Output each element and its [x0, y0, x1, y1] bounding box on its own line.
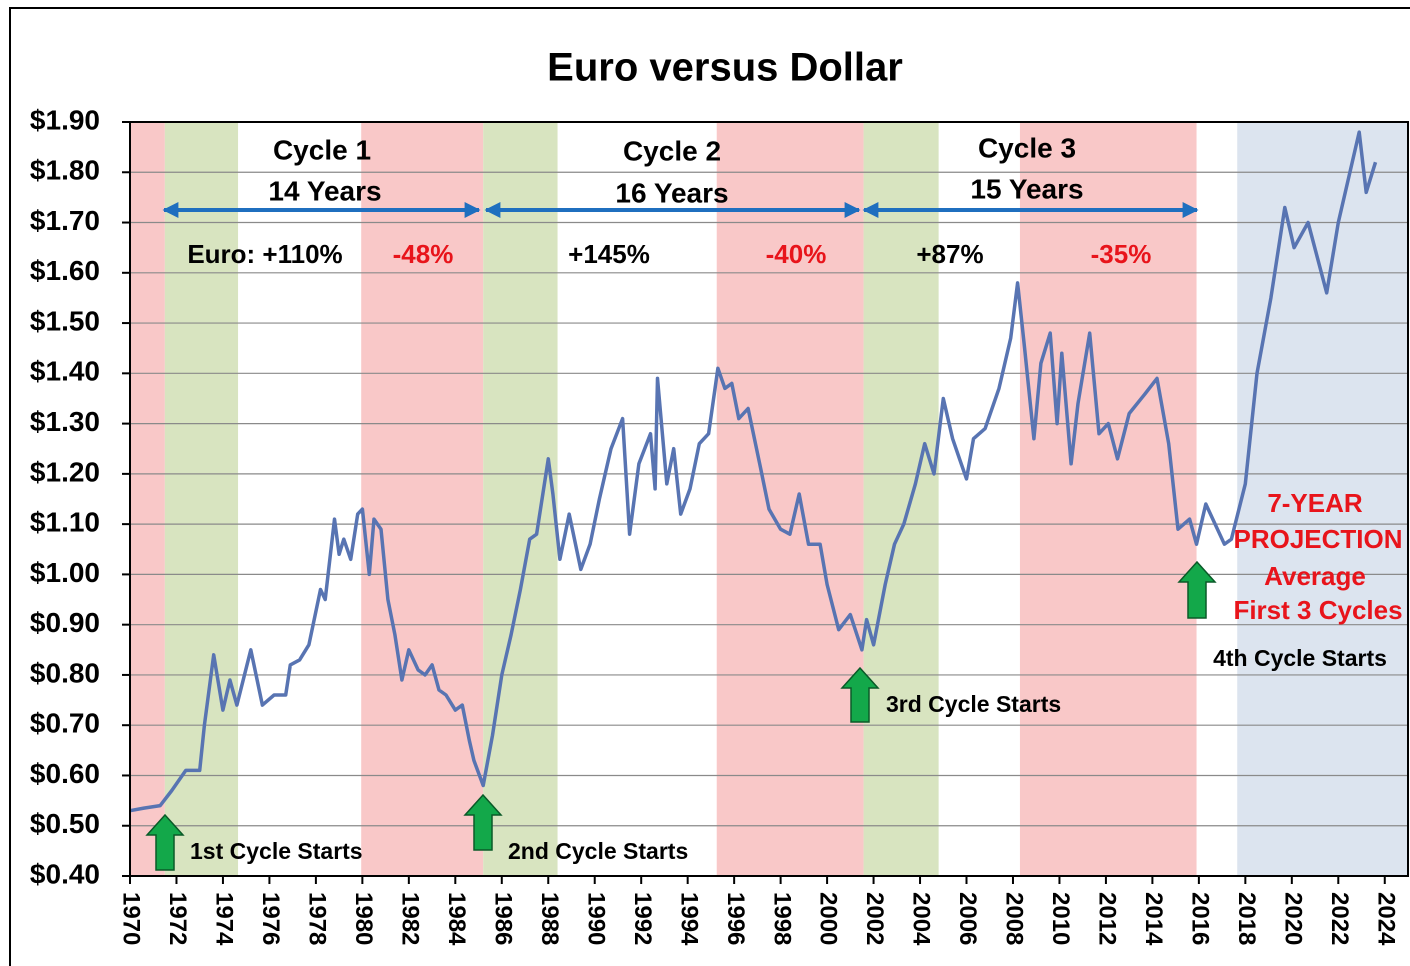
- up-arrow: [463, 793, 503, 851]
- x-tick-label: 2014: [1140, 892, 1167, 946]
- y-tick-label: $1.30: [30, 406, 100, 437]
- y-tick-label: $0.70: [30, 708, 100, 739]
- x-tick-label: 1972: [164, 892, 191, 945]
- start-arrows: [145, 560, 1217, 871]
- annotation: 3rd Cycle Starts: [886, 691, 1061, 717]
- annotation: Euro: +110%: [187, 239, 342, 269]
- x-tick-label: 2008: [1001, 892, 1028, 945]
- y-tick-label: $1.50: [30, 305, 100, 336]
- annotation: First 3 Cycles: [1233, 595, 1402, 625]
- y-tick-label: $1.00: [30, 557, 100, 588]
- annotation: 4th Cycle Starts: [1213, 645, 1387, 671]
- x-tick-label: 2000: [815, 892, 842, 945]
- x-tick-label: 2018: [1233, 892, 1260, 945]
- x-tick-label: 1992: [629, 892, 656, 945]
- annotation: Average: [1264, 561, 1366, 591]
- band: [1019, 122, 1197, 876]
- annotation: 16 Years: [615, 177, 728, 208]
- up-arrow: [1177, 560, 1217, 619]
- annotation: 14 Years: [268, 175, 381, 206]
- y-tick-label: $1.20: [30, 456, 100, 487]
- annotation: -35%: [1091, 239, 1152, 269]
- x-tick-label: 2012: [1094, 892, 1121, 945]
- x-tick-label: 1982: [396, 892, 423, 945]
- band: [361, 122, 484, 876]
- annotation: -48%: [393, 239, 454, 269]
- lines: [129, 130, 1378, 813]
- x-tick-label: 2006: [954, 892, 981, 945]
- up-arrow: [145, 813, 185, 871]
- x-tick-label: 2004: [908, 892, 935, 946]
- y-tick-label: $1.80: [30, 155, 100, 186]
- x-tick-label: 1978: [304, 892, 331, 945]
- band: [483, 122, 558, 876]
- bands: [130, 122, 1408, 876]
- x-tick-label: 1996: [722, 892, 749, 945]
- x-tick-label: 1990: [582, 892, 609, 945]
- y-tick-label: $1.10: [30, 507, 100, 538]
- y-tick-label: $0.50: [30, 808, 100, 839]
- annotation: 1st Cycle Starts: [190, 838, 363, 864]
- y-tick-label: $1.40: [30, 356, 100, 387]
- annotation: Cycle 1: [273, 134, 371, 165]
- annotation: +145%: [568, 239, 650, 269]
- y-tick-label: $0.80: [30, 657, 100, 688]
- band: [716, 122, 864, 876]
- y-tick-label: $1.60: [30, 255, 100, 286]
- x-tick-label: 2022: [1326, 892, 1353, 945]
- x-tick-label: 1974: [211, 892, 238, 946]
- band: [863, 122, 939, 876]
- annotation: -40%: [766, 239, 827, 269]
- chart-title: Euro versus Dollar: [547, 46, 903, 90]
- annotation: 15 Years: [970, 173, 1083, 204]
- plot-border: [129, 121, 1409, 877]
- band: [1237, 122, 1408, 876]
- annotation: 7-YEAR: [1267, 488, 1363, 518]
- series-line: [129, 130, 1378, 813]
- y-tick-label: $1.90: [30, 104, 100, 135]
- x-tick-label: 1976: [257, 892, 284, 945]
- annotation: PROJECTION: [1233, 524, 1402, 554]
- y-tick-label: $0.60: [30, 758, 100, 789]
- y-tick-label: $0.40: [30, 858, 100, 889]
- band: [130, 122, 165, 876]
- annotation: Cycle 2: [623, 135, 721, 166]
- up-arrow: [840, 666, 880, 723]
- x-tick-label: 1986: [489, 892, 516, 945]
- x-tick-label: 1998: [768, 892, 795, 945]
- x-tick-label: 2020: [1279, 892, 1306, 945]
- x-tick-label: 1970: [118, 892, 145, 945]
- annotation: +87%: [916, 239, 983, 269]
- x-tick-label: 2024: [1372, 892, 1399, 946]
- annotation: 2nd Cycle Starts: [508, 838, 688, 864]
- y-tick-label: $0.90: [30, 607, 100, 638]
- frame: [9, 7, 1410, 966]
- x-tick-label: 1994: [675, 892, 702, 946]
- y-tick-label: $1.70: [30, 205, 100, 236]
- x-tick-label: 1988: [536, 892, 563, 945]
- x-tick-label: 2010: [1047, 892, 1074, 945]
- annotation: Cycle 3: [978, 132, 1076, 163]
- x-tick-label: 2002: [861, 892, 888, 945]
- x-tick-label: 1980: [350, 892, 377, 945]
- x-tick-label: 1984: [443, 892, 470, 946]
- x-tick-label: 2016: [1187, 892, 1214, 945]
